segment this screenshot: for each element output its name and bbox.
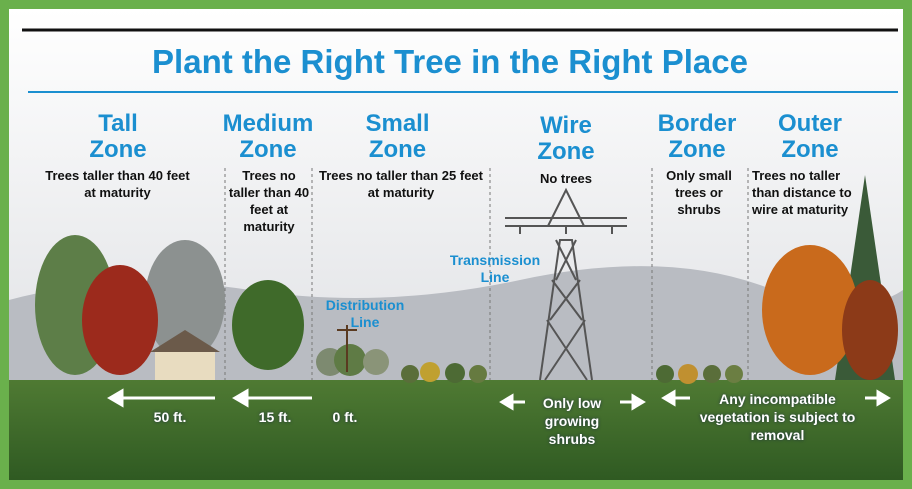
distance-label: 50 ft.	[153, 409, 187, 425]
zone-description: Trees no taller than distance to wire at…	[752, 168, 852, 217]
zone-name: Wire Zone	[537, 112, 595, 165]
title: Plant the Right Tree in the Right Place	[152, 43, 748, 80]
transmission-tower	[505, 187, 627, 381]
zone-name: Small Zone	[365, 110, 430, 163]
zone-description: Trees no taller than 40 feet at maturity	[228, 168, 310, 234]
hills	[9, 266, 903, 385]
distribution-label: Distribution Line	[325, 297, 405, 330]
distance-label: 0 ft.	[332, 409, 358, 425]
distance-label: 15 ft.	[258, 409, 292, 425]
distribution-pole	[337, 325, 357, 372]
zone-description: Trees no taller than 25 feet at maturity	[318, 168, 483, 200]
wire-zone-note: Only low growing shrubs	[542, 395, 602, 447]
zone-name: Medium Zone	[222, 110, 314, 163]
zone-name: Border Zone	[657, 110, 737, 163]
zone-name: Outer Zone	[777, 110, 842, 163]
transmission-label: Transmission Line	[449, 252, 541, 285]
arrows	[107, 388, 891, 411]
zone-dividers	[224, 168, 749, 380]
border-zone-note: Any incompatible vegetation is subject t…	[699, 391, 856, 443]
zone-description: No trees	[539, 171, 593, 186]
zone-description: Only small trees or shrubs	[666, 168, 732, 217]
zone-description: Trees taller than 40 feet at maturity	[45, 168, 190, 200]
zone-name: Tall Zone	[89, 110, 147, 163]
trees	[35, 175, 898, 384]
